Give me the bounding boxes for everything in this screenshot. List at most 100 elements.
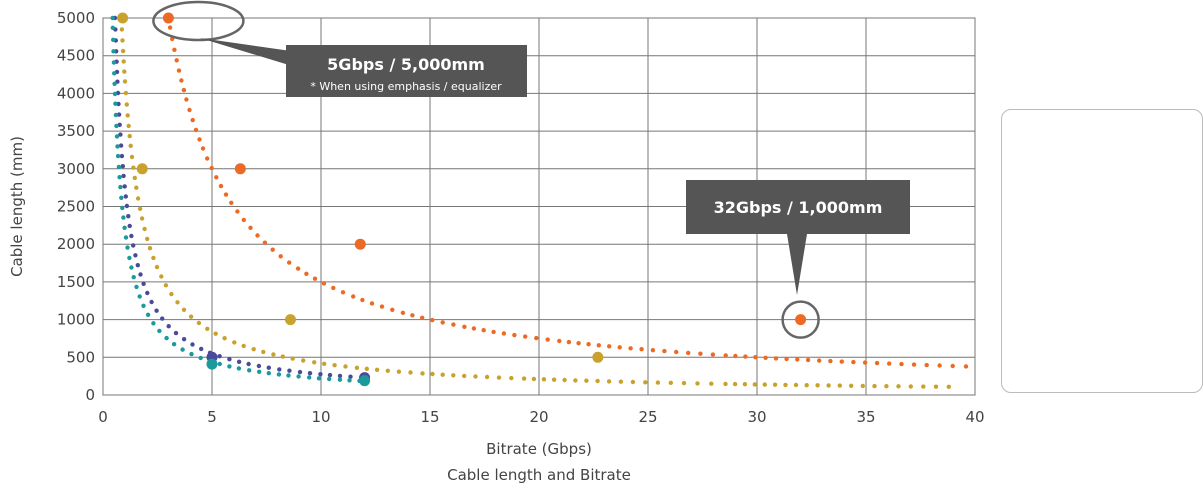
series-dot xyxy=(921,384,926,389)
series-dot xyxy=(753,355,758,360)
y-tick-label: 3500 xyxy=(57,122,95,140)
series-dot xyxy=(120,38,125,43)
series-dot xyxy=(277,367,282,372)
data-point xyxy=(284,314,296,326)
series-dot xyxy=(151,255,156,261)
series-dot xyxy=(795,357,800,362)
series-dot xyxy=(496,375,502,380)
series-dot xyxy=(262,240,268,245)
series-dot xyxy=(347,378,352,383)
series-dot xyxy=(815,383,820,388)
series-dot xyxy=(630,379,636,385)
series-dot xyxy=(322,361,327,366)
series-dot xyxy=(248,225,253,230)
series-dot xyxy=(270,247,275,252)
x-tick-label: 25 xyxy=(638,408,657,426)
series-dot xyxy=(131,165,136,170)
series-dot xyxy=(784,356,789,362)
series-dot xyxy=(227,364,232,369)
series-dot xyxy=(360,297,365,303)
series-dot xyxy=(114,123,119,129)
series-dot xyxy=(628,346,633,351)
series-dot xyxy=(709,381,714,386)
series-dot xyxy=(723,381,728,387)
series-dot xyxy=(113,101,118,106)
series-dot xyxy=(963,364,969,369)
series-dot xyxy=(257,369,262,374)
series-dot xyxy=(643,380,648,385)
series-dot xyxy=(123,235,129,240)
series-dot xyxy=(374,367,380,372)
series-dot xyxy=(142,226,147,232)
series-dot xyxy=(884,384,889,389)
series-dot xyxy=(118,184,123,190)
series-dot xyxy=(184,97,189,102)
series-dot xyxy=(116,164,122,170)
series-dot xyxy=(251,347,256,352)
series-dot xyxy=(213,331,218,336)
data-point xyxy=(354,238,366,250)
series-dot xyxy=(650,348,656,353)
series-dot xyxy=(332,363,337,368)
callout-box xyxy=(286,45,527,97)
series-dot xyxy=(805,357,811,363)
series-dot xyxy=(584,378,589,383)
series-dot xyxy=(887,361,892,366)
series-dot xyxy=(266,365,271,370)
series-dot xyxy=(121,59,126,64)
series-dot xyxy=(733,353,738,359)
series-dot xyxy=(246,361,251,367)
series-dot xyxy=(227,357,232,362)
series-dot xyxy=(773,356,779,361)
series-dot xyxy=(160,316,165,321)
series-dot xyxy=(112,81,117,87)
series-dot xyxy=(290,356,295,361)
series-dot xyxy=(173,330,179,336)
data-point xyxy=(234,163,246,175)
series-dot xyxy=(255,233,260,238)
series-dot xyxy=(307,371,313,376)
series-dot xyxy=(122,184,127,189)
series-dot xyxy=(639,347,644,352)
x-tick-label: 35 xyxy=(856,408,875,426)
series-dot xyxy=(312,360,317,365)
series-dot xyxy=(828,358,833,364)
series-dot xyxy=(531,376,537,382)
series-dot xyxy=(312,276,318,281)
series-dot xyxy=(119,27,125,32)
series-dot xyxy=(166,324,171,329)
series-dot xyxy=(205,326,210,331)
series-dot xyxy=(223,192,229,197)
series-dot xyxy=(278,254,283,259)
series-dot xyxy=(655,380,661,385)
series-dot xyxy=(681,380,687,386)
series-dot xyxy=(113,112,119,118)
series-tsl-awg-36 xyxy=(117,12,951,389)
series-dot xyxy=(826,383,831,388)
y-tick-label: 1000 xyxy=(57,311,95,329)
series-dot xyxy=(123,194,128,199)
series-dot xyxy=(385,368,390,373)
y-tick-label: 2500 xyxy=(57,198,95,216)
y-tick-label: 4500 xyxy=(57,47,95,65)
series-dot xyxy=(181,87,187,93)
x-tick-label: 30 xyxy=(747,408,766,426)
series-dot xyxy=(743,354,748,359)
series-dot xyxy=(126,123,131,129)
series-dot xyxy=(534,335,539,341)
y-tick-label: 3000 xyxy=(57,160,95,178)
series-dot xyxy=(112,71,117,76)
series-dot xyxy=(214,175,219,180)
series-dot xyxy=(462,373,467,379)
series-dot xyxy=(491,329,496,335)
series-usl xyxy=(110,15,371,387)
series-dot xyxy=(839,359,844,364)
series-dot xyxy=(196,320,202,326)
data-point xyxy=(117,12,129,24)
series-dot xyxy=(287,368,292,373)
series-dot xyxy=(348,374,353,379)
series-dot xyxy=(860,383,865,389)
x-tick-label: 15 xyxy=(420,408,439,426)
series-dot xyxy=(131,243,136,248)
series-dot xyxy=(129,265,134,270)
